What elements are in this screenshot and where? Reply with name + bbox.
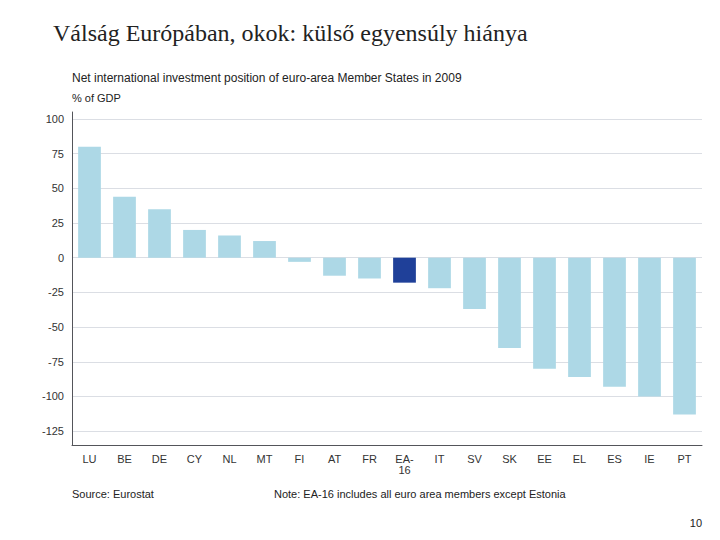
svg-text:Válság Európában, okok: külső: Válság Európában, okok: külső egyensúly … xyxy=(53,20,528,46)
svg-text:0: 0 xyxy=(58,252,64,264)
svg-text:LU: LU xyxy=(82,453,96,465)
svg-text:Net international investment p: Net international investment position of… xyxy=(72,71,462,85)
svg-text:-100: -100 xyxy=(42,390,64,402)
svg-text:Source: Eurostat: Source: Eurostat xyxy=(72,488,154,500)
svg-text:% of GDP: % of GDP xyxy=(72,92,121,104)
svg-text:IT: IT xyxy=(435,453,445,465)
svg-text:10: 10 xyxy=(690,517,702,529)
svg-text:-50: -50 xyxy=(48,321,64,333)
svg-text:EL: EL xyxy=(573,453,586,465)
svg-text:75: 75 xyxy=(52,148,64,160)
svg-text:-75: -75 xyxy=(48,356,64,368)
svg-text:-25: -25 xyxy=(48,286,64,298)
svg-text:-125: -125 xyxy=(42,425,64,437)
svg-text:CY: CY xyxy=(187,453,203,465)
svg-text:FR: FR xyxy=(362,453,377,465)
svg-text:FI: FI xyxy=(295,453,305,465)
svg-text:NL: NL xyxy=(222,453,236,465)
svg-text:PT: PT xyxy=(677,453,691,465)
svg-text:SK: SK xyxy=(502,453,517,465)
svg-text:Note: EA-16 includes all euro: Note: EA-16 includes all euro area membe… xyxy=(274,488,567,500)
svg-text:25: 25 xyxy=(52,217,64,229)
svg-text:BE: BE xyxy=(117,453,132,465)
svg-text:ES: ES xyxy=(607,453,622,465)
svg-text:MT: MT xyxy=(257,453,273,465)
svg-text:SV: SV xyxy=(467,453,482,465)
svg-text:EE: EE xyxy=(537,453,552,465)
svg-text:IE: IE xyxy=(644,453,654,465)
svg-text:DE: DE xyxy=(152,453,167,465)
svg-text:AT: AT xyxy=(328,453,342,465)
svg-text:EA-: EA- xyxy=(395,452,414,465)
svg-text:100: 100 xyxy=(46,113,64,125)
svg-text:50: 50 xyxy=(52,182,64,194)
svg-text:16: 16 xyxy=(398,464,410,476)
